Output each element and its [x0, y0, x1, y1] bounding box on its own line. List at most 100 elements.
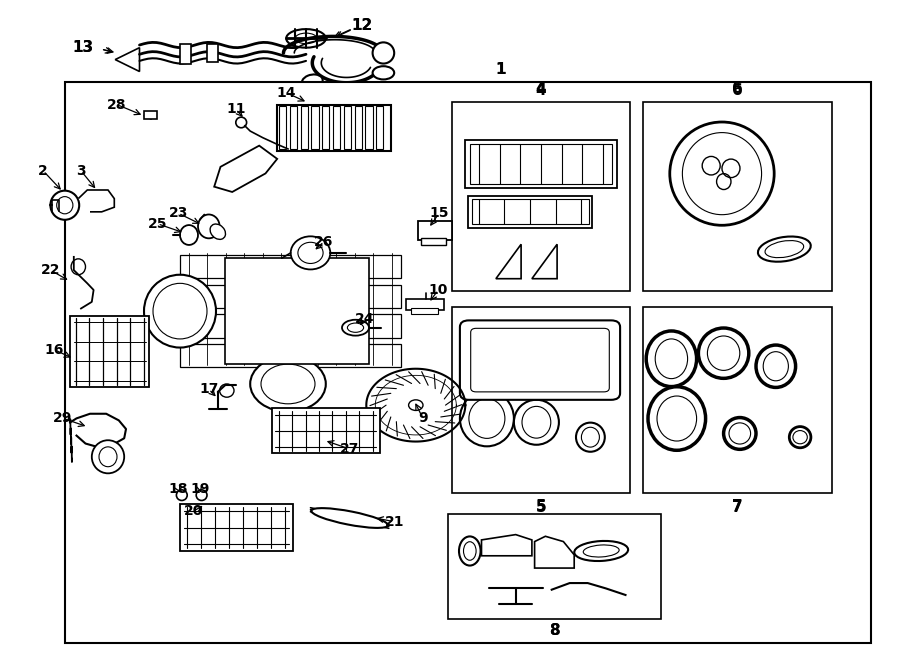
- Text: 8: 8: [549, 624, 560, 638]
- Bar: [643, 307, 832, 493]
- Bar: [411, 308, 438, 314]
- Text: 13: 13: [72, 40, 94, 55]
- Bar: [272, 408, 380, 453]
- Bar: [180, 44, 191, 64]
- Bar: [421, 238, 446, 245]
- Ellipse shape: [50, 191, 79, 220]
- Bar: [418, 221, 452, 240]
- Bar: [448, 514, 661, 619]
- Bar: [311, 106, 319, 149]
- Text: 1: 1: [495, 62, 506, 77]
- Polygon shape: [365, 106, 373, 149]
- Text: 26: 26: [314, 234, 334, 249]
- Ellipse shape: [758, 236, 811, 261]
- Polygon shape: [115, 48, 140, 71]
- Ellipse shape: [302, 74, 323, 89]
- Ellipse shape: [180, 225, 198, 245]
- Text: 16: 16: [44, 342, 64, 357]
- Text: 4: 4: [536, 81, 546, 96]
- Bar: [207, 44, 218, 62]
- Ellipse shape: [373, 42, 394, 64]
- Polygon shape: [496, 244, 521, 279]
- Polygon shape: [214, 146, 277, 192]
- Text: 5: 5: [536, 499, 546, 514]
- Bar: [70, 316, 149, 387]
- Text: 12: 12: [351, 18, 373, 32]
- Text: 8: 8: [549, 624, 560, 638]
- Text: 11: 11: [226, 102, 246, 117]
- Bar: [322, 106, 329, 149]
- Text: 25: 25: [148, 216, 167, 231]
- Bar: [65, 82, 871, 643]
- Text: 27: 27: [339, 442, 359, 456]
- Ellipse shape: [789, 426, 811, 448]
- Text: 12: 12: [351, 18, 373, 32]
- Polygon shape: [333, 106, 340, 149]
- Text: 15: 15: [429, 206, 449, 220]
- Bar: [144, 111, 157, 119]
- Text: 9: 9: [418, 411, 427, 426]
- Bar: [465, 140, 616, 188]
- Text: 23: 23: [168, 206, 188, 220]
- Bar: [333, 106, 340, 149]
- Bar: [180, 255, 400, 278]
- Text: 24: 24: [355, 312, 374, 326]
- Ellipse shape: [342, 320, 369, 336]
- Polygon shape: [151, 228, 412, 387]
- FancyBboxPatch shape: [460, 320, 620, 400]
- Polygon shape: [355, 106, 362, 149]
- Polygon shape: [482, 535, 532, 556]
- Polygon shape: [376, 106, 383, 149]
- Ellipse shape: [648, 387, 706, 450]
- Text: 1: 1: [495, 62, 506, 77]
- Text: 2: 2: [39, 164, 48, 178]
- Polygon shape: [279, 106, 286, 149]
- Ellipse shape: [210, 224, 226, 240]
- Text: 29: 29: [53, 411, 73, 426]
- Ellipse shape: [514, 400, 559, 445]
- Text: 10: 10: [428, 283, 448, 297]
- Bar: [643, 102, 832, 291]
- Bar: [290, 106, 297, 149]
- Bar: [452, 102, 630, 291]
- Text: 19: 19: [190, 481, 210, 496]
- Ellipse shape: [576, 422, 605, 451]
- Bar: [355, 106, 362, 149]
- Ellipse shape: [291, 236, 330, 269]
- Ellipse shape: [311, 508, 388, 528]
- Ellipse shape: [698, 328, 749, 379]
- Text: 17: 17: [199, 382, 219, 397]
- Ellipse shape: [670, 122, 774, 225]
- Bar: [470, 144, 612, 184]
- Text: 20: 20: [184, 504, 203, 518]
- Ellipse shape: [574, 541, 628, 561]
- Polygon shape: [311, 106, 319, 149]
- Ellipse shape: [198, 214, 220, 238]
- Text: 18: 18: [168, 481, 188, 496]
- Ellipse shape: [373, 66, 394, 79]
- Polygon shape: [532, 244, 557, 279]
- Text: 7: 7: [732, 500, 742, 515]
- Text: 6: 6: [732, 83, 742, 97]
- Text: 13: 13: [72, 40, 94, 55]
- Bar: [180, 504, 292, 551]
- Bar: [406, 299, 444, 310]
- Text: 22: 22: [40, 263, 60, 277]
- Ellipse shape: [724, 418, 756, 449]
- Ellipse shape: [646, 331, 697, 387]
- Bar: [452, 307, 630, 493]
- Bar: [472, 199, 589, 224]
- Bar: [180, 285, 400, 308]
- Text: 3: 3: [76, 164, 86, 178]
- Polygon shape: [301, 106, 308, 149]
- Polygon shape: [535, 536, 574, 568]
- Text: 21: 21: [384, 514, 404, 529]
- Text: 4: 4: [536, 83, 546, 97]
- Polygon shape: [78, 190, 114, 212]
- Bar: [279, 106, 286, 149]
- Bar: [468, 196, 592, 228]
- Bar: [301, 106, 308, 149]
- Ellipse shape: [460, 391, 514, 446]
- Bar: [180, 344, 400, 367]
- Polygon shape: [344, 106, 351, 149]
